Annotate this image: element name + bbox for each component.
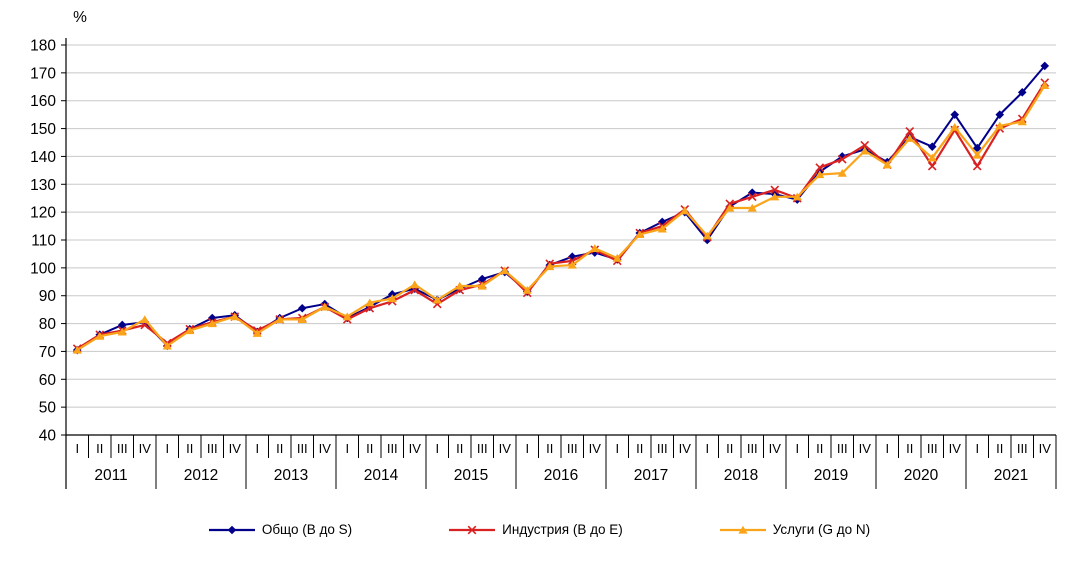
x-axis-year-label: 2015 — [454, 467, 488, 484]
series-0 — [72, 61, 1050, 355]
y-axis-tick-label: 70 — [39, 344, 57, 361]
x-axis-quarter-label: IV — [409, 441, 422, 456]
x-axis-quarter-label: III — [207, 441, 218, 456]
y-axis-tick-label: 170 — [30, 65, 56, 82]
x-axis-quarter-label: I — [165, 441, 169, 456]
x-axis-quarter-label: IV — [229, 441, 242, 456]
legend-label-uslugi: Услуги (G до N) — [772, 522, 871, 537]
y-axis-tick-label: 90 — [39, 288, 57, 305]
x-axis-quarter-label: II — [816, 441, 823, 456]
x-axis-quarter-label: I — [885, 441, 889, 456]
x-axis-quarter-label: II — [546, 441, 553, 456]
x-axis-year-label: 2019 — [814, 467, 848, 484]
y-axis-tick-label: 50 — [39, 400, 57, 417]
y-axis-tick-label: 110 — [31, 233, 56, 250]
x-axis-quarter-label: I — [75, 441, 79, 456]
x-axis-quarter-label: III — [1017, 441, 1028, 456]
legend-item-industriya: Индустрия (B до E) — [448, 522, 623, 537]
x-axis-quarter-label: IV — [769, 441, 782, 456]
y-axis-tick-label: 140 — [30, 149, 56, 166]
y-axis-tick-label: 180 — [30, 38, 56, 55]
y-axis-tick-label: 80 — [39, 316, 57, 333]
x-axis-quarter-label: IV — [679, 441, 692, 456]
legend-swatch-triangle-icon — [719, 525, 766, 534]
x-axis-quarter-label: III — [747, 441, 758, 456]
y-axis-tick-label: 120 — [30, 205, 56, 222]
x-axis-quarter-label: IV — [949, 441, 962, 456]
x-axis-quarter-label: III — [567, 441, 578, 456]
x-axis-quarter-label: IV — [139, 441, 152, 456]
x-axis-quarter-label: IV — [1039, 441, 1052, 456]
series-1 — [72, 78, 1050, 354]
legend-label-industriya: Индустрия (B до E) — [502, 522, 623, 537]
x-axis-quarter-label: I — [345, 441, 349, 456]
x-axis-year-label: 2021 — [994, 467, 1028, 484]
x-axis-quarter-label: II — [636, 441, 643, 456]
y-axis-tick-label: 160 — [30, 93, 56, 110]
legend-item-obshto: Общо (B до S) — [208, 522, 352, 537]
x-axis-quarter-label: I — [525, 441, 529, 456]
x-axis-quarter-label: IV — [319, 441, 332, 456]
x-axis-quarter-label: III — [657, 441, 668, 456]
x-axis-year-label: 2020 — [904, 467, 939, 484]
x-axis-quarter-label: II — [906, 441, 913, 456]
x-axis-quarter-label: II — [276, 441, 283, 456]
x-axis-year-label: 2013 — [274, 467, 308, 484]
x-axis-quarter-label: III — [477, 441, 488, 456]
x-axis-year-label: 2018 — [724, 467, 758, 484]
y-axis-tick-label: 150 — [30, 121, 56, 138]
legend-swatch-x-icon — [449, 525, 496, 534]
legend-swatch-diamond-icon — [208, 525, 255, 534]
x-axis-year-label: 2011 — [94, 467, 127, 484]
x-axis-year-label: 2016 — [544, 467, 578, 484]
x-axis-quarter-label: III — [297, 441, 308, 456]
x-axis-quarter-label: III — [387, 441, 398, 456]
x-axis-quarter-label: IV — [499, 441, 512, 456]
x-axis-quarter-label: I — [255, 441, 259, 456]
y-axis-tick-label: 130 — [30, 177, 56, 194]
x-axis-quarter-label: II — [186, 441, 193, 456]
x-axis-quarter-label: I — [795, 441, 799, 456]
legend-item-uslugi: Услуги (G до N) — [719, 522, 870, 537]
x-axis-quarter-label: III — [837, 441, 848, 456]
x-axis-quarter-label: IV — [589, 441, 602, 456]
chart-svg: 180 170 160 150 140 130 120 110 100 90 80 70 60 50 40%… — [30, 9, 1057, 489]
x-axis-quarter-label: II — [996, 441, 1003, 456]
x-axis-year-label: 2012 — [184, 467, 218, 484]
x-axis-quarter-label: II — [366, 441, 373, 456]
y-axis-tick-label: 100 — [30, 260, 56, 277]
y-axis-unit-label: % — [73, 9, 87, 26]
x-axis-quarter-label: IV — [859, 441, 872, 456]
x-axis-quarter-label: I — [975, 441, 979, 456]
x-axis-quarter-label: II — [726, 441, 733, 456]
chart-legend: Общо (B до S) Индустрия (B до E) Услуги … — [0, 522, 1078, 537]
x-axis-quarter-label: I — [435, 441, 439, 456]
legend-label-obshto: Общо (B до S) — [261, 522, 353, 537]
x-axis-quarter-label: II — [96, 441, 103, 456]
y-axis-tick-label: 60 — [39, 372, 57, 389]
y-axis-tick-label: 40 — [39, 428, 57, 445]
x-axis-quarter-label: II — [456, 441, 463, 456]
series-2 — [72, 81, 1050, 354]
x-axis-quarter-label: III — [117, 441, 128, 456]
x-axis-year-label: 2017 — [634, 467, 668, 484]
x-axis-quarter-label: III — [927, 441, 938, 456]
x-axis-quarter-label: I — [705, 441, 709, 456]
x-axis-year-label: 2014 — [364, 467, 399, 484]
x-axis-quarter-label: I — [615, 441, 619, 456]
